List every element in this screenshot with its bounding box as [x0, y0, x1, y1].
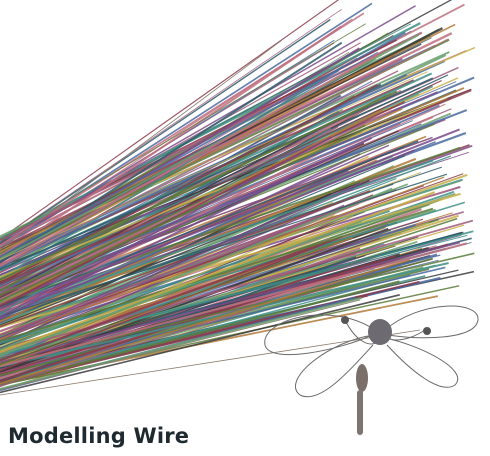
wire	[0, 243, 448, 375]
wire	[0, 258, 411, 385]
wire	[0, 0, 340, 240]
head	[368, 319, 392, 345]
wire	[0, 227, 389, 373]
wire	[0, 296, 363, 391]
stray-wire	[0, 299, 361, 391]
wire	[0, 188, 354, 342]
wire	[0, 234, 468, 356]
wing	[294, 334, 376, 398]
wire	[0, 207, 434, 342]
wire	[0, 261, 449, 368]
wire	[0, 237, 354, 367]
wire	[0, 191, 436, 354]
stray-wire	[0, 39, 283, 251]
wire	[0, 79, 442, 289]
wire-bundle	[0, 0, 476, 396]
wire	[0, 25, 342, 258]
wire	[0, 34, 431, 238]
wire-dragonfly	[264, 305, 479, 398]
eye	[341, 316, 349, 324]
wire	[0, 219, 362, 356]
wire	[0, 109, 393, 300]
wire	[0, 241, 461, 364]
wire	[0, 294, 400, 394]
wire	[0, 187, 393, 351]
wire	[0, 80, 373, 280]
dragonfly-body	[341, 316, 431, 435]
wire	[0, 31, 406, 258]
wire	[0, 280, 400, 386]
wire	[0, 126, 370, 302]
wire	[0, 90, 398, 281]
antenna	[387, 329, 426, 341]
wire	[0, 219, 474, 354]
wire	[0, 34, 420, 260]
wire	[0, 128, 460, 310]
wire	[0, 242, 468, 368]
eye	[423, 327, 431, 335]
wire	[0, 136, 332, 318]
wing	[384, 305, 479, 339]
tail	[357, 390, 363, 435]
wire	[0, 147, 353, 307]
wire	[0, 238, 346, 365]
wire	[0, 278, 354, 387]
wire	[0, 197, 367, 336]
wire	[0, 8, 342, 243]
wire	[0, 23, 366, 241]
wing	[264, 314, 376, 356]
wire	[0, 77, 434, 271]
product-title: Modelling Wire	[8, 424, 190, 448]
wire	[0, 38, 448, 268]
wire	[0, 71, 428, 260]
wire	[0, 159, 434, 316]
wire	[0, 53, 378, 267]
wire	[0, 190, 371, 328]
wire	[0, 173, 448, 317]
wire	[0, 201, 466, 345]
wire	[0, 18, 331, 244]
thorax	[356, 364, 368, 392]
wire	[0, 181, 361, 327]
wire	[0, 127, 332, 314]
wire	[0, 239, 331, 362]
wing	[384, 337, 459, 388]
